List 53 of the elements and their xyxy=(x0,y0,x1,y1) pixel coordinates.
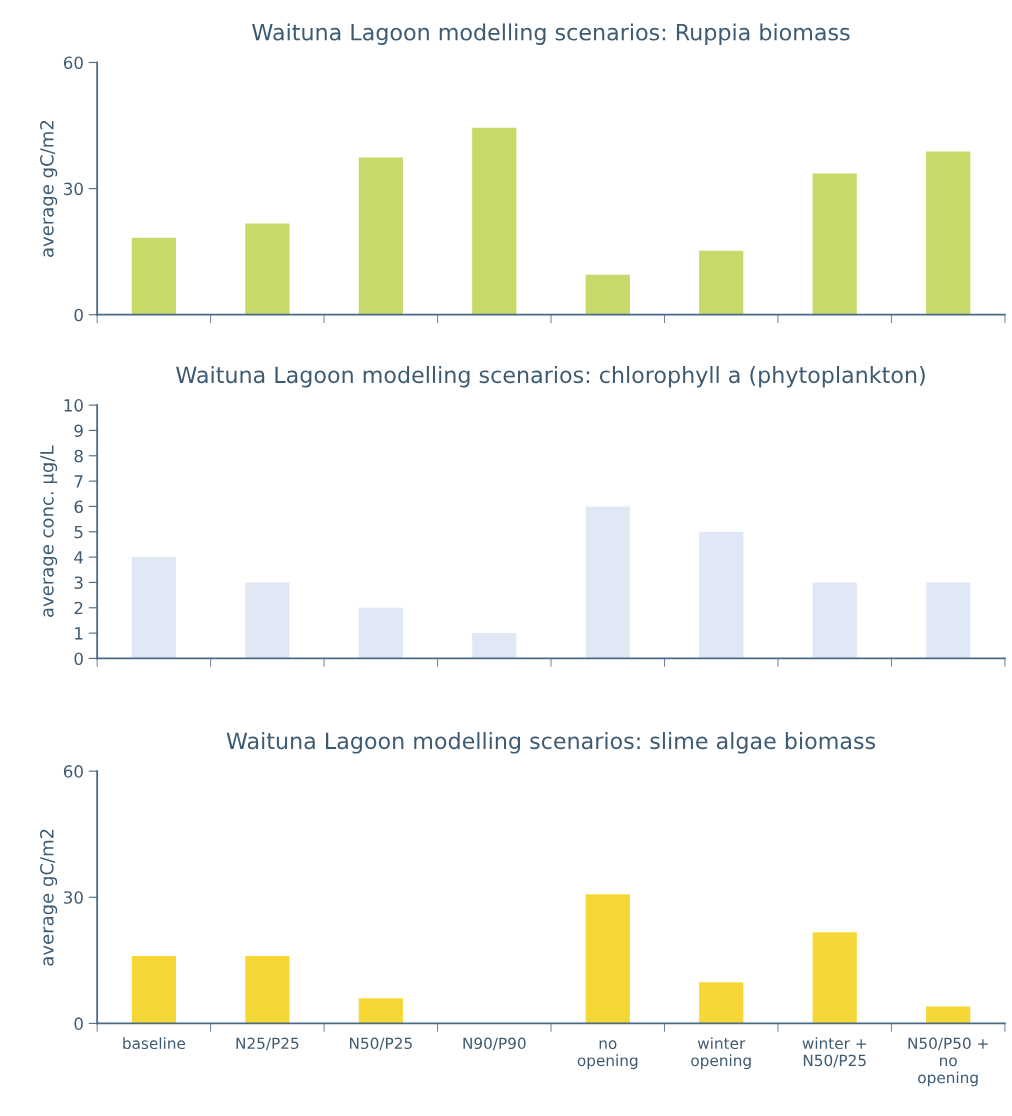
bar xyxy=(699,982,744,1024)
y-tick-label: 8 xyxy=(74,449,83,463)
y-tick-label: 0 xyxy=(74,1017,83,1030)
x-tick-label: N90/P90 xyxy=(463,1037,526,1051)
bar xyxy=(585,894,630,1024)
y-axis-title: average gC/m2 xyxy=(40,829,58,966)
bar xyxy=(699,250,744,315)
bar xyxy=(699,531,744,659)
x-tick-label: N50/P25 xyxy=(349,1037,412,1051)
y-tick-label: 6 xyxy=(74,500,83,514)
y-tick-label: 60 xyxy=(63,56,83,70)
bar xyxy=(926,582,971,659)
y-tick-label: 0 xyxy=(74,308,83,322)
y-axis-title: average gC/m2 xyxy=(40,120,58,257)
bar xyxy=(472,633,517,659)
x-tick-label: N50/P50 + no opening xyxy=(908,1037,988,1087)
x-tick-label: N25/P25 xyxy=(236,1037,299,1051)
y-tick-label: 10 xyxy=(64,399,83,412)
y-tick-label: 9 xyxy=(74,424,83,438)
bar xyxy=(812,173,857,315)
bar xyxy=(131,557,177,659)
y-tick-label: 2 xyxy=(74,601,83,615)
bar xyxy=(926,151,971,315)
bar xyxy=(245,956,290,1024)
y-tick-label: 7 xyxy=(74,475,83,488)
chart-title: Waituna Lagoon modelling scenarios: Ruppia biomass xyxy=(252,23,850,45)
bar xyxy=(245,582,290,659)
bar xyxy=(585,274,630,315)
y-tick-label: 60 xyxy=(63,765,83,778)
bar xyxy=(245,223,290,315)
y-tick-label: 30 xyxy=(64,182,83,196)
y-tick-label: 3 xyxy=(74,576,83,590)
y-tick-label: 1 xyxy=(75,627,83,640)
x-tick-label: winter + N50/P25 xyxy=(802,1037,866,1068)
bar xyxy=(812,582,857,659)
chart-title: Waituna Lagoon modelling scenarios: chlorophyll a (phytoplankton) xyxy=(176,366,925,388)
x-tick-label: no opening xyxy=(577,1040,638,1070)
bar xyxy=(472,127,517,315)
y-tick-label: 5 xyxy=(74,525,83,539)
bar xyxy=(358,157,403,315)
bar xyxy=(358,607,403,659)
x-tick-label: baseline xyxy=(123,1037,186,1050)
bar xyxy=(585,506,630,659)
y-tick-label: 30 xyxy=(64,891,83,904)
bar xyxy=(131,237,177,315)
y-tick-label: 0 xyxy=(74,652,83,666)
chart-title: Waituna Lagoon modelling scenarios: slime algae biomass xyxy=(226,732,876,754)
bar xyxy=(812,932,857,1024)
y-axis-title: average conc. µg/L xyxy=(40,445,58,617)
bar xyxy=(131,956,177,1024)
x-tick-label: winter opening xyxy=(691,1037,751,1070)
y-tick-label: 4 xyxy=(74,551,84,564)
bar xyxy=(358,998,403,1024)
